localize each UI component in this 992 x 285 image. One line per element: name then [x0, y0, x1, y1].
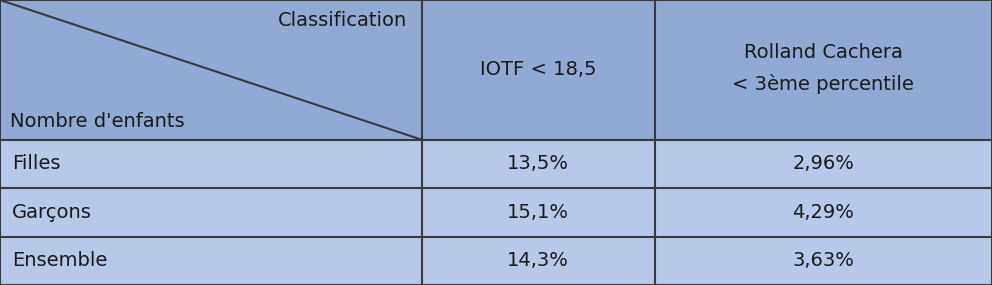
Text: 2,96%: 2,96%: [793, 154, 854, 173]
Text: 15,1%: 15,1%: [507, 203, 569, 222]
Bar: [422, 0, 655, 140]
Text: Garçons: Garçons: [12, 203, 92, 222]
Bar: [422, 237, 655, 285]
Text: 14,3%: 14,3%: [507, 251, 569, 270]
Bar: [655, 188, 992, 237]
Bar: [655, 237, 992, 285]
Bar: [0, 0, 422, 140]
Bar: [422, 140, 655, 188]
Bar: [0, 237, 422, 285]
Text: Filles: Filles: [12, 154, 61, 173]
Text: 13,5%: 13,5%: [507, 154, 569, 173]
Text: 4,29%: 4,29%: [793, 203, 854, 222]
Text: 3,63%: 3,63%: [793, 251, 854, 270]
Bar: [655, 140, 992, 188]
Text: Classification: Classification: [278, 11, 407, 30]
Text: Ensemble: Ensemble: [12, 251, 107, 270]
Text: Nombre d'enfants: Nombre d'enfants: [10, 112, 185, 131]
Bar: [0, 188, 422, 237]
Text: < 3ème percentile: < 3ème percentile: [732, 74, 915, 94]
Text: Rolland Cachera: Rolland Cachera: [744, 43, 903, 62]
Bar: [422, 188, 655, 237]
Text: IOTF < 18,5: IOTF < 18,5: [480, 60, 596, 79]
Bar: [0, 140, 422, 188]
Bar: [655, 0, 992, 140]
